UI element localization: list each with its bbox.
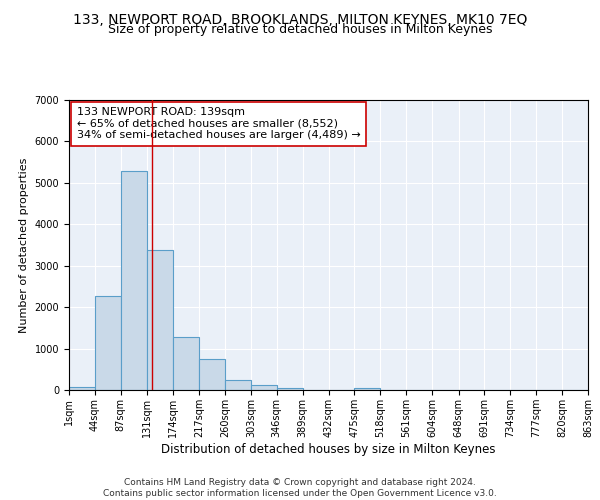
Bar	[225, 380, 251, 390]
Y-axis label: Number of detached properties: Number of detached properties	[19, 158, 29, 332]
Text: Contains HM Land Registry data © Crown copyright and database right 2024.
Contai: Contains HM Land Registry data © Crown c…	[103, 478, 497, 498]
Text: 133, NEWPORT ROAD, BROOKLANDS, MILTON KEYNES, MK10 7EQ: 133, NEWPORT ROAD, BROOKLANDS, MILTON KE…	[73, 12, 527, 26]
Bar	[251, 386, 277, 390]
Bar	[355, 388, 380, 390]
Bar	[69, 387, 95, 390]
Text: Size of property relative to detached houses in Milton Keynes: Size of property relative to detached ho…	[108, 22, 492, 36]
Bar	[199, 359, 225, 390]
Bar	[95, 296, 121, 390]
Bar	[121, 172, 147, 390]
Bar	[277, 388, 302, 390]
X-axis label: Distribution of detached houses by size in Milton Keynes: Distribution of detached houses by size …	[161, 442, 496, 456]
Bar	[147, 250, 173, 390]
Bar	[173, 336, 199, 390]
Text: 133 NEWPORT ROAD: 139sqm
← 65% of detached houses are smaller (8,552)
34% of sem: 133 NEWPORT ROAD: 139sqm ← 65% of detach…	[77, 108, 361, 140]
